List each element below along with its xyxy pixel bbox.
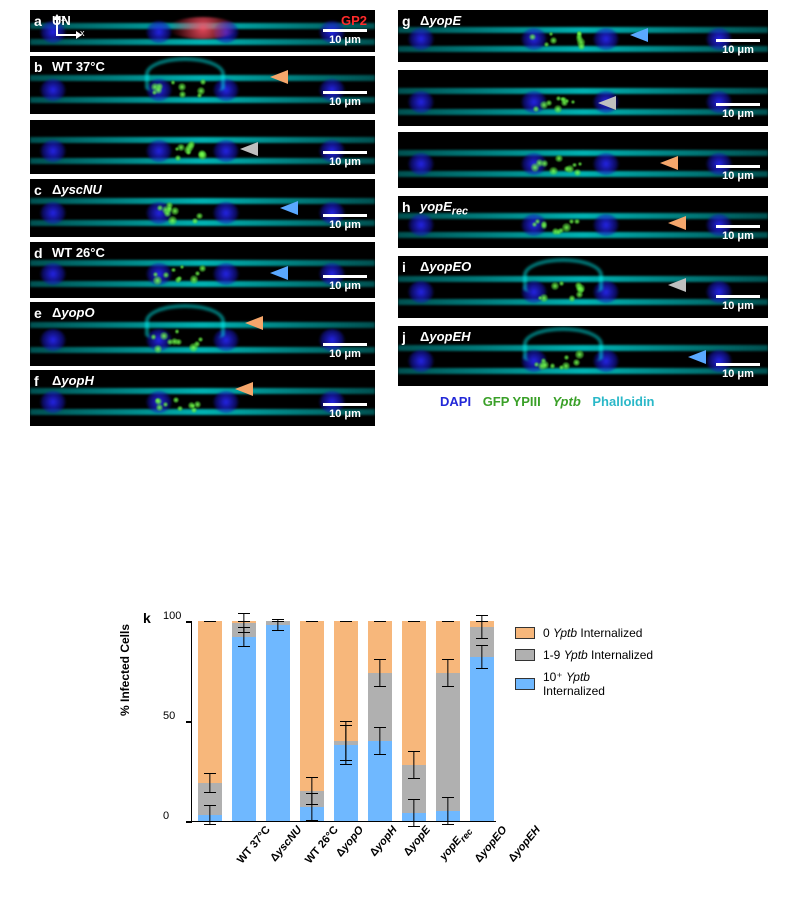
micro-panel-g2: 10 μm: [398, 70, 768, 126]
arrow-orange: [270, 70, 288, 84]
x-tick-label: ΔyopEO: [472, 824, 509, 865]
arrow-gray: [668, 278, 686, 292]
legend-dapi: DAPI: [440, 394, 471, 409]
scale-bar: 10 μm: [323, 151, 367, 168]
strain-label: ΔyopEO: [420, 259, 471, 274]
strain-label: WT 26°C: [52, 245, 105, 260]
micro-panel-f: f ΔyopH 10 μm: [30, 370, 375, 426]
axis-indicator: z x: [56, 16, 88, 44]
panel-letter: d: [34, 245, 43, 261]
strain-label: yopErec: [420, 199, 468, 218]
legend-phall: Phalloidin: [592, 394, 654, 409]
micro-panel-e: e ΔyopO 10 μm: [30, 302, 375, 366]
legend-gfp: GFP YPIII: [483, 394, 541, 409]
strain-label: ΔyopE: [420, 13, 461, 28]
x-tick-label: ΔyopE: [401, 824, 433, 858]
arrow-orange: [245, 316, 263, 330]
strain-label: ΔyopO: [52, 305, 95, 320]
scale-bar: 10 μm: [716, 39, 760, 56]
panel-letter: a: [34, 13, 42, 29]
fluorophore-legend: DAPI GFP YPIII Yptb Phalloidin: [436, 394, 659, 409]
panel-letter: c: [34, 182, 42, 198]
scale-bar: 10 μm: [323, 403, 367, 420]
micro-panel-b1: b WT 37°C 10 μm: [30, 56, 375, 114]
x-tick-label: ΔyopEH: [506, 824, 543, 864]
micro-panel-i: i ΔyopEO 10 μm: [398, 256, 768, 318]
panel-letter: i: [402, 259, 406, 275]
bar-5: [368, 621, 392, 821]
bar-8: [470, 621, 494, 821]
panel-letter: e: [34, 305, 42, 321]
arrow-gray: [598, 96, 616, 110]
scale-bar: 10 μm: [323, 343, 367, 360]
scale-bar: 10 μm: [716, 225, 760, 242]
arrow-orange: [668, 216, 686, 230]
x-tick-label: ΔyscNU: [268, 824, 304, 864]
panel-letter-k: k: [143, 610, 151, 626]
bar-7: [436, 621, 460, 821]
scale-bar: 10 μm: [716, 103, 760, 120]
y-tick-label: 50: [163, 710, 343, 722]
arrow-orange: [660, 156, 678, 170]
scale-bar: 10 μm: [323, 29, 367, 46]
scale-bar: 10 μm: [716, 363, 760, 380]
legend-row: 10⁺ Yptb Internalized: [515, 670, 655, 698]
strain-label: ΔyopH: [52, 373, 94, 388]
micro-panel-d: d WT 26°C 10 μm: [30, 242, 375, 298]
panel-letter: f: [34, 373, 39, 389]
arrow-blue: [688, 350, 706, 364]
arrow-gray: [240, 142, 258, 156]
panel-letter: j: [402, 329, 406, 345]
micro-panel-b2: 10 μm: [30, 120, 375, 174]
scale-bar: 10 μm: [323, 214, 367, 231]
arrow-blue: [270, 266, 288, 280]
micro-panel-g3: 10 μm: [398, 132, 768, 188]
x-tick-label: WT 37°C: [235, 824, 273, 866]
legend-yptb: Yptb: [552, 394, 580, 409]
micro-panel-a: aUNGP2 z x 10 μm: [30, 10, 375, 52]
y-axis-label: % Infected Cells: [118, 624, 132, 716]
scale-bar: 10 μm: [323, 91, 367, 108]
figure-root: aUNGP2 z x 10 μm b WT 37°C 10 μm 10 μm c ΔyscN…: [0, 0, 800, 919]
bar-6: [402, 621, 426, 821]
chart-legend: 0 Yptb Internalized 1-9 Yptb Internalize…: [515, 626, 655, 706]
panel-letter: g: [402, 13, 411, 29]
micro-panel-c: c ΔyscNU 10 μm: [30, 179, 375, 237]
panel-letter: h: [402, 199, 411, 215]
chart-k: k % Infected Cells: [155, 616, 655, 906]
y-tick-label: 0: [163, 810, 343, 822]
strain-label: WT 37°C: [52, 59, 105, 74]
plot-area: [191, 622, 496, 822]
x-tick-label: ΔyopH: [368, 824, 400, 859]
x-tick-label: yopErec: [438, 824, 475, 864]
gp2-label: GP2: [341, 13, 367, 28]
arrow-orange: [235, 382, 253, 396]
panel-letter: b: [34, 59, 43, 75]
legend-row: 1-9 Yptb Internalized: [515, 648, 655, 662]
x-tick-label: WT 26°C: [303, 824, 341, 866]
scale-bar: 10 μm: [323, 275, 367, 292]
arrow-blue: [280, 201, 298, 215]
strain-label: ΔyopEH: [420, 329, 471, 344]
y-tick-label: 100: [163, 610, 343, 622]
micro-panel-h: h yopErec 10 μm: [398, 196, 768, 248]
arrow-blue: [630, 28, 648, 42]
scale-bar: 10 μm: [716, 295, 760, 312]
micro-panel-j: j ΔyopEH 10 μm: [398, 326, 768, 386]
legend-row: 0 Yptb Internalized: [515, 626, 655, 640]
scale-bar: 10 μm: [716, 165, 760, 182]
strain-label: ΔyscNU: [52, 182, 102, 197]
micro-panel-g1: g ΔyopE 10 μm: [398, 10, 768, 62]
